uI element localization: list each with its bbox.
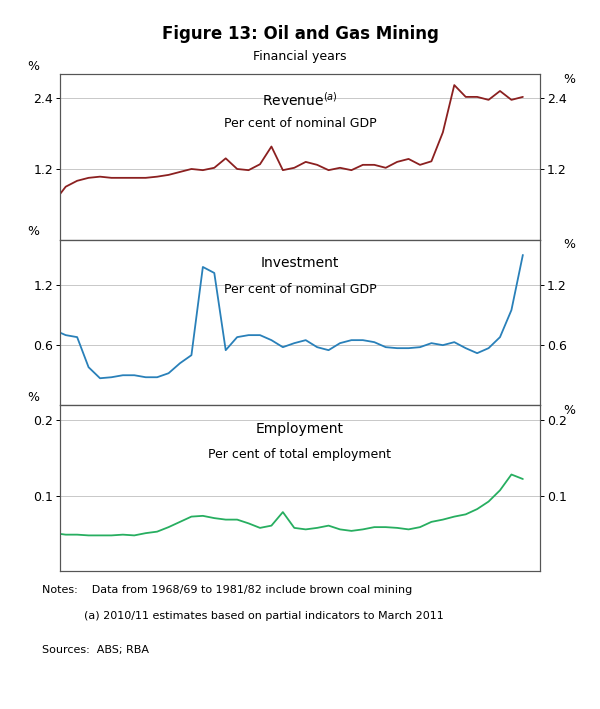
Y-axis label: %: % <box>563 403 575 417</box>
Text: Per cent of nominal GDP: Per cent of nominal GDP <box>224 118 376 130</box>
Y-axis label: %: % <box>28 391 40 403</box>
Text: Employment: Employment <box>256 422 344 436</box>
Text: Financial years: Financial years <box>253 50 347 62</box>
Text: Sources:  ABS; RBA: Sources: ABS; RBA <box>42 645 149 655</box>
Y-axis label: %: % <box>28 60 40 73</box>
Text: (a) 2010/11 estimates based on partial indicators to March 2011: (a) 2010/11 estimates based on partial i… <box>42 611 444 621</box>
Y-axis label: %: % <box>563 73 575 86</box>
Text: Revenue$^{(a)}$: Revenue$^{(a)}$ <box>262 91 338 109</box>
Text: Per cent of total employment: Per cent of total employment <box>209 448 392 462</box>
Text: Per cent of nominal GDP: Per cent of nominal GDP <box>224 283 376 296</box>
Y-axis label: %: % <box>28 225 40 238</box>
Text: Figure 13: Oil and Gas Mining: Figure 13: Oil and Gas Mining <box>161 25 439 43</box>
Text: Notes:    Data from 1968/69 to 1981/82 include brown coal mining: Notes: Data from 1968/69 to 1981/82 incl… <box>42 585 412 595</box>
Text: Investment: Investment <box>261 257 339 270</box>
Y-axis label: %: % <box>563 238 575 251</box>
